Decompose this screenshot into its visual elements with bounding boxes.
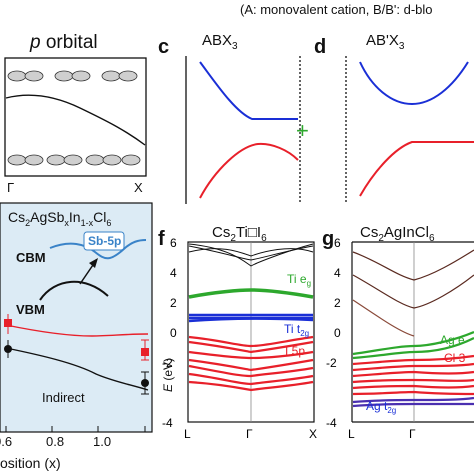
panel-d-title: AB'X3	[366, 32, 405, 52]
svg-text:0: 0	[170, 326, 177, 340]
svg-text:X: X	[309, 427, 317, 441]
svg-text:Ti eg: Ti eg	[287, 272, 311, 288]
panel-f-i5p-bands	[188, 335, 314, 392]
panel-c-title: ABX3	[202, 32, 238, 52]
panel-f-ti-t2g-bands	[188, 313, 314, 323]
p-orbital-dispersion-curve	[5, 94, 146, 146]
indirect-label: Indirect	[42, 390, 85, 405]
svg-text:2: 2	[334, 296, 341, 310]
composition-x-tick-0.6: 0.6	[0, 434, 12, 449]
p-orbital-bottom-lobes	[7, 154, 141, 166]
plus-sign: +	[296, 118, 309, 143]
panel-c-valence-band	[199, 142, 299, 199]
p-orbital-top-lobes	[7, 70, 138, 82]
indirect-gap-curve	[5, 347, 149, 391]
panel-f-x-ticks: L Γ X	[184, 427, 317, 441]
svg-text:Γ: Γ	[409, 427, 416, 441]
svg-text:4: 4	[170, 266, 177, 280]
panel-g-ag-eg-bands	[352, 330, 474, 360]
svg-text:Γ: Γ	[246, 427, 253, 441]
composition-panel-bg	[0, 202, 153, 433]
cbm-label: CBM	[16, 250, 46, 265]
svg-text:L: L	[184, 427, 191, 441]
sb-5p-label: Sb-5p	[88, 234, 121, 248]
sb-5p-band-curve	[49, 239, 147, 260]
panel-f-y-axis-label: E (eV)	[161, 358, 175, 392]
svg-text:-2: -2	[326, 356, 337, 370]
transition-arrowhead	[89, 258, 98, 268]
panel-g-ag-t2g-bands	[352, 396, 474, 408]
svg-text:-2: -2	[162, 356, 173, 370]
composition-x-tick-0.8: 0.8	[46, 434, 64, 449]
panel-d-valence-band	[359, 141, 474, 197]
svg-text:2: 2	[170, 296, 177, 310]
composition-x-tick-1.0: 1.0	[93, 434, 111, 449]
panel-g-letter: g	[322, 228, 334, 250]
vbm-label: VBM	[16, 302, 45, 317]
svg-text:Ag t2g: Ag t2g	[366, 399, 396, 415]
panel-d-letter: d	[314, 36, 326, 58]
panel-c-letter: c	[158, 36, 169, 58]
svg-text:L: L	[348, 427, 355, 441]
p-orbital-x-gamma: Γ	[7, 180, 14, 195]
svg-text:6: 6	[170, 236, 177, 250]
p-orbital-title-italic: p	[29, 32, 41, 53]
svg-text:-4: -4	[162, 416, 173, 430]
svg-text:0: 0	[334, 326, 341, 340]
panel-f-y-ticks: 6 4 2 0 -2 -4	[162, 236, 177, 430]
svg-text:6: 6	[334, 236, 341, 250]
svg-text:-4: -4	[326, 416, 337, 430]
svg-text:4: 4	[334, 266, 341, 280]
composition-x-label: osition (x)	[0, 455, 61, 471]
panel-f-high-bands	[188, 243, 314, 267]
panel-f-title: Cs2Ti□I6	[212, 224, 267, 244]
p-orbital-title-rest: orbital	[41, 32, 98, 53]
direct-gap-points	[4, 314, 149, 361]
p-orbital-x-x: X	[134, 180, 143, 195]
panel-g-y-ticks: 6 4 2 0 -2 -4	[326, 236, 341, 430]
panel-d-conduction-band	[359, 61, 469, 106]
p-orbital-frame	[4, 57, 147, 177]
svg-text:Ag e: Ag e	[440, 333, 465, 347]
sb-5p-badge	[83, 231, 125, 251]
panel-g-band-labels: Ag e Cl 3 Ag t2g	[366, 333, 466, 415]
panel-g-cl3p-bands	[352, 354, 474, 396]
panel-f-band-labels: Ti eg Ti t2g I 5p	[284, 272, 311, 358]
panel-f-ti-eg-band	[188, 288, 314, 299]
composition-x-ticks	[5, 426, 146, 432]
panel-g-x-ticks: L Γ	[348, 427, 416, 441]
p-orbital-title: p orbital	[29, 32, 98, 53]
header-text: (A: monovalent cation, B/B': d-blo	[240, 2, 433, 17]
indirect-gap-points	[4, 340, 149, 395]
direct-gap-curve	[5, 324, 149, 337]
vbm-band-curve	[39, 280, 109, 301]
panel-g-title: Cs2AgInCl6	[360, 224, 435, 244]
panel-g-conduction-bands	[352, 249, 474, 337]
composition-panel-title: Cs2AgSbxIn1-xCl6	[8, 209, 111, 228]
panel-f-letter: f	[158, 228, 165, 250]
panel-c-conduction-band	[199, 61, 298, 120]
svg-text:Cl 3: Cl 3	[444, 351, 466, 365]
svg-text:Ti t2g: Ti t2g	[284, 322, 309, 338]
svg-text:I 5p: I 5p	[285, 344, 305, 358]
